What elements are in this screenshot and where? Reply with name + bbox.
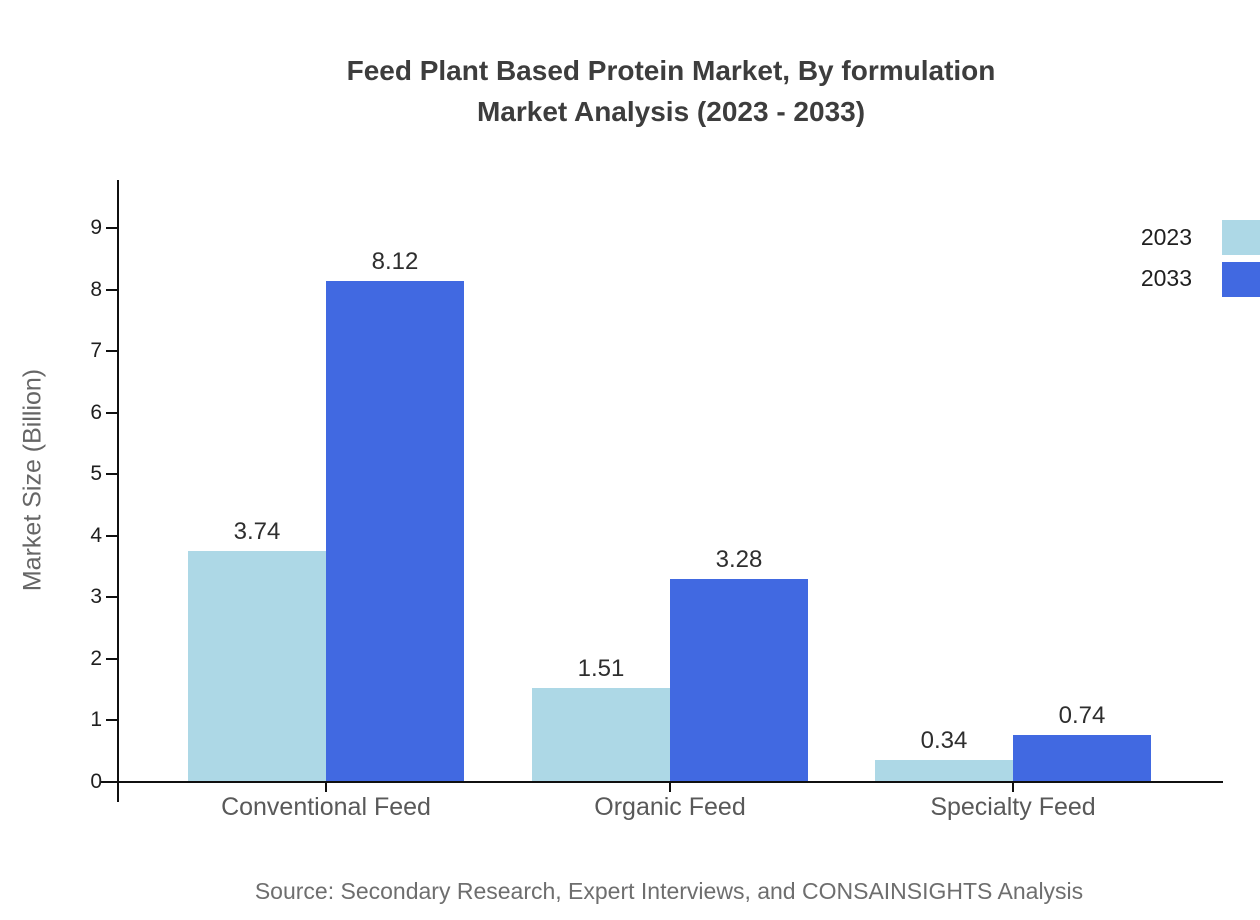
bar-2033-conventional-feed [326, 281, 464, 781]
bar-2033-specialty-feed [1013, 735, 1151, 781]
chart-title: Feed Plant Based Protein Market, By form… [82, 50, 1260, 132]
bar-2023-conventional-feed [188, 551, 326, 781]
chart-title-line2: Market Analysis (2023 - 2033) [476, 96, 866, 127]
y-tick-1 [106, 719, 117, 722]
y-tick-3 [106, 596, 117, 599]
y-tick-label-0: 0 [90, 770, 102, 793]
y-tick-7 [106, 350, 117, 353]
y-tick-label-3: 3 [90, 585, 102, 609]
y-tick-2 [106, 657, 117, 660]
legend-swatch-2033 [1222, 262, 1260, 297]
y-tick-9 [106, 226, 117, 229]
bar-2023-organic-feed [532, 688, 670, 781]
x-category-label-conventional-feed: Conventional Feed [221, 793, 431, 821]
y-tick-0 [106, 781, 117, 783]
bar-value-2023-specialty-feed: 0.34 [920, 727, 968, 754]
y-tick-label-5: 5 [90, 462, 102, 486]
y-tick-label-9: 9 [90, 215, 102, 239]
bar-value-2033-specialty-feed: 0.74 [1058, 702, 1106, 729]
x-category-label-organic-feed: Organic Feed [594, 793, 746, 821]
bar-value-2033-organic-feed: 3.28 [715, 546, 763, 573]
y-tick-4 [106, 534, 117, 537]
chart-title-line1: Feed Plant Based Protein Market, By form… [346, 55, 996, 86]
source-note: Source: Secondary Research, Expert Inter… [254, 878, 1084, 904]
bar-value-2023-conventional-feed: 3.74 [233, 518, 281, 545]
y-tick-8 [106, 288, 117, 291]
y-axis-line [117, 180, 119, 802]
y-tick-label-1: 1 [90, 708, 102, 732]
x-axis-line [100, 781, 1223, 783]
y-tick-label-2: 2 [90, 646, 102, 670]
y-tick-5 [106, 473, 117, 476]
legend-label-2023: 2023 [1140, 224, 1192, 250]
bar-2023-specialty-feed [875, 760, 1013, 781]
legend-swatch-2023 [1222, 220, 1260, 255]
y-tick-6 [106, 411, 117, 414]
bar-2033-organic-feed [670, 579, 808, 781]
x-tick-specialty-feed [1012, 783, 1014, 792]
y-tick-label-7: 7 [90, 339, 102, 363]
y-tick-label-4: 4 [90, 523, 102, 547]
x-tick-organic-feed [669, 783, 671, 792]
y-tick-label-6: 6 [90, 400, 102, 424]
legend-label-2033: 2033 [1140, 265, 1192, 291]
bar-value-2023-organic-feed: 1.51 [577, 655, 625, 682]
x-category-label-specialty-feed: Specialty Feed [930, 793, 1096, 821]
x-tick-conventional-feed [325, 783, 327, 792]
y-tick-label-8: 8 [90, 277, 102, 301]
bar-value-2033-conventional-feed: 8.12 [371, 248, 419, 275]
